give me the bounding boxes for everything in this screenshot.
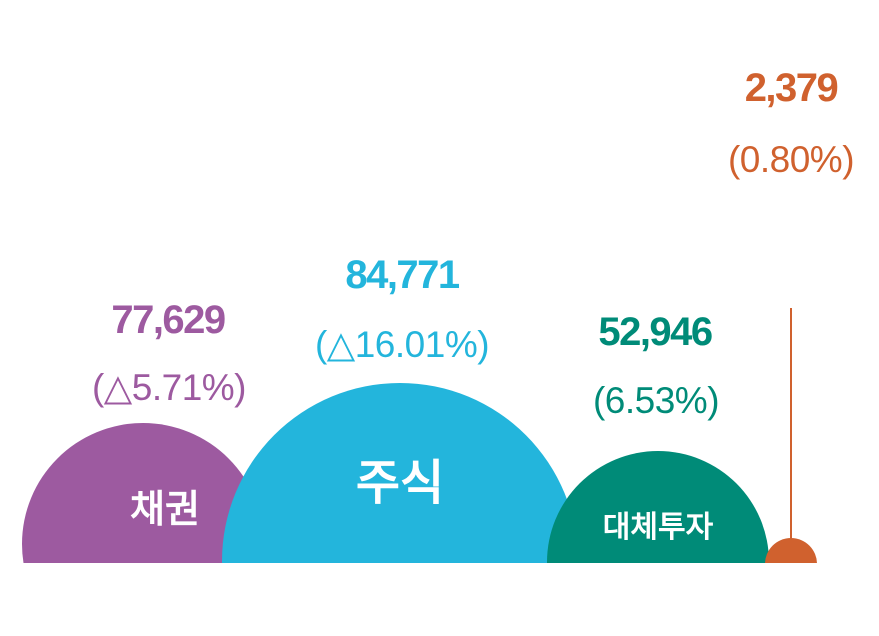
cash-change-label: (0.80%) (728, 139, 854, 180)
alternative-category-label: 대체투자 (603, 510, 714, 545)
cash-value-label: 2,379 (745, 66, 838, 110)
alternative-dome (547, 451, 769, 563)
alternative-value-label: 52,946 (598, 310, 712, 354)
bond-dome (22, 423, 264, 563)
stock-change-label: (△16.01%) (315, 324, 489, 365)
cash-dome (765, 538, 817, 563)
stock-category-label: 주식 (356, 455, 444, 511)
stock-dome (222, 383, 578, 563)
alternative-change-label: (6.53%) (593, 380, 719, 421)
stock-value-label: 84,771 (345, 253, 460, 297)
bond-value-label: 77,629 (111, 298, 225, 342)
bond-category-label: 채권 (130, 487, 200, 531)
cash-category-label: 현금성 (747, 198, 835, 236)
bond-change-label: (△5.71%) (92, 367, 246, 408)
domes-group (22, 383, 817, 563)
